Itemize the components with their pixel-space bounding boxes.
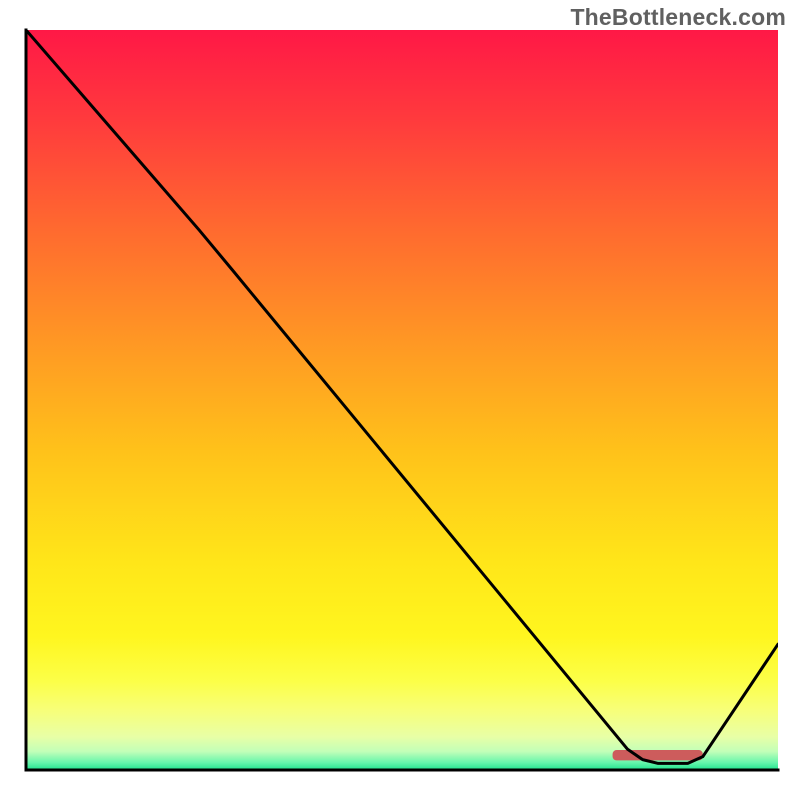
plot-background — [26, 30, 778, 770]
bottleneck-chart — [0, 0, 800, 800]
watermark-text: TheBottleneck.com — [570, 4, 786, 31]
trough-marker — [613, 750, 703, 760]
